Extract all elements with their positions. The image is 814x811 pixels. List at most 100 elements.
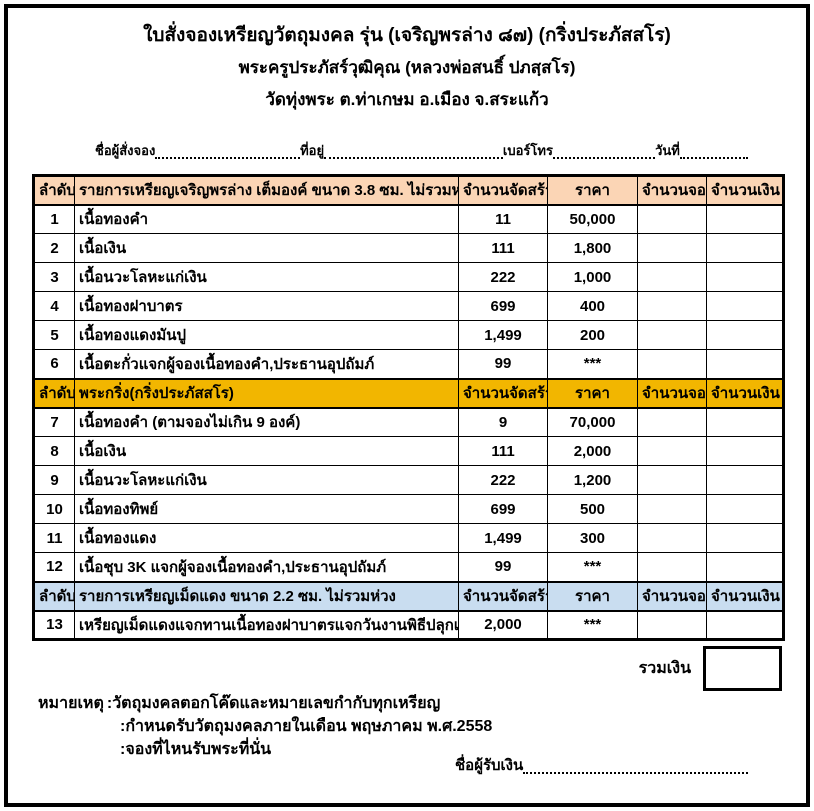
monk-name: พระครูประภัสร์วุฒิคุณ (หลวงพ่อสนธิ์ ปภสฺ…: [238, 58, 576, 77]
amount-cell: [706, 291, 784, 321]
reserve-qty-cell: [637, 610, 707, 640]
col-no-header: ลำดับ: [33, 377, 75, 409]
order-table: ลำดับ รายการเหรียญเจริญพรล่าง เต็มองค์ ข…: [32, 174, 785, 641]
item-name: เนื้อทองแดง: [74, 523, 459, 553]
reserve-qty-cell: [637, 523, 707, 553]
phone-label: เบอร์โทร: [502, 143, 553, 158]
table-row: 9 เนื้อนวะโลหะแก่เงิน 222 1,200: [33, 465, 784, 495]
col-amount-header: จำนวนเงิน: [706, 174, 784, 206]
made-qty: 2,000: [458, 610, 548, 640]
row-no: 8: [33, 436, 75, 466]
total-amount-box: [703, 646, 782, 691]
made-qty: 699: [458, 291, 548, 321]
row-no: 3: [33, 262, 75, 292]
made-qty: 99: [458, 349, 548, 379]
item-name: เนื้อทองฝาบาตร: [74, 291, 459, 321]
item-name: เนื้อทองแดงมันปู: [74, 320, 459, 350]
amount-cell: [706, 320, 784, 350]
form-title: ใบสั่งจองเหรียญวัตถุมงคล รุ่น (เจริญพรล่…: [143, 25, 671, 46]
reserve-qty-cell: [637, 494, 707, 524]
reserve-qty-cell: [637, 233, 707, 263]
receiver-name-blank: [523, 760, 748, 774]
col-reserved-header: จำนวนจอง: [637, 580, 707, 612]
reserve-qty-cell: [637, 552, 707, 582]
address-blank: [324, 145, 503, 159]
reserve-qty-cell: [637, 320, 707, 350]
made-qty: 111: [458, 233, 548, 263]
page-border: [4, 4, 810, 807]
price: ***: [547, 349, 638, 379]
price: 70,000: [547, 407, 638, 437]
item-name: เนื้อนวะโลหะแก่เงิน: [74, 465, 459, 495]
col-made-header: จำนวนจัดสร้าง: [458, 580, 548, 612]
item-name: เหรียญเม็ดแดงแจกทานเนื้อทองฝาบาตรแจกวันง…: [74, 610, 459, 640]
col-price-header: ราคา: [547, 377, 638, 409]
made-qty: 99: [458, 552, 548, 582]
reserve-qty-cell: [637, 291, 707, 321]
order-info-line: ชื่อผู้สั่งจอง ที่อยู่ เบอร์โทร วันที่: [95, 141, 749, 159]
total-row: รวมเงิน: [32, 646, 782, 691]
price: 1,000: [547, 262, 638, 292]
reserve-qty-cell: [637, 349, 707, 379]
price: 200: [547, 320, 638, 350]
price: 2,000: [547, 436, 638, 466]
price: 50,000: [547, 204, 638, 234]
col-made-header: จำนวนจัดสร้าง: [458, 174, 548, 206]
made-qty: 222: [458, 465, 548, 495]
col-price-header: ราคา: [547, 174, 638, 206]
date-blank: [679, 145, 749, 159]
row-no: 10: [33, 494, 75, 524]
item-name: เนื้อตะกั่วแจกผู้จองเนื้อทองคำ,ประธานอุป…: [74, 349, 459, 379]
table-row: 13 เหรียญเม็ดแดงแจกทานเนื้อทองฝาบาตรแจกว…: [33, 610, 784, 640]
col-amount-header: จำนวนเงิน: [706, 377, 784, 409]
table-row: 10 เนื้อทองทิพย์ 699 500: [33, 494, 784, 524]
total-label: รวมเงิน: [638, 660, 691, 677]
row-no: 4: [33, 291, 75, 321]
made-qty: 222: [458, 262, 548, 292]
amount-cell: [706, 494, 784, 524]
section2-header-row: ลำดับ พระกริ่ง(กริ่งประภัสสโร) จำนวนจัดส…: [33, 377, 784, 409]
orderer-name-label: ชื่อผู้สั่งจอง: [95, 143, 156, 158]
table-row: 12 เนื้อชุบ 3K แจกผู้จองเนื้อทองคำ,ประธา…: [33, 552, 784, 582]
col-made-header: จำนวนจัดสร้าง: [458, 377, 548, 409]
table-row: 11 เนื้อทองแดง 1,499 300: [33, 523, 784, 553]
note-line: :วัตถุมงคลตอกโค๊ดและหมายเลขกำกับทุกเหรีย…: [106, 695, 441, 712]
address-label: ที่อยู่: [300, 143, 325, 158]
date-label: วันที่: [655, 143, 680, 158]
amount-cell: [706, 552, 784, 582]
made-qty: 1,499: [458, 523, 548, 553]
amount-cell: [706, 523, 784, 553]
price: 1,200: [547, 465, 638, 495]
amount-cell: [706, 233, 784, 263]
col-no-header: ลำดับ: [33, 174, 75, 206]
item-name: เนื้อเงิน: [74, 436, 459, 466]
table-row: 8 เนื้อเงิน 111 2,000: [33, 436, 784, 466]
made-qty: 699: [458, 494, 548, 524]
notes-label: หมายเหตุ: [38, 695, 104, 712]
row-no: 6: [33, 349, 75, 379]
section1-title: รายการเหรียญเจริญพรล่าง เต็มองค์ ขนาด 3.…: [74, 174, 459, 206]
receiver-signature-line: ชื่อผู้รับเงิน: [455, 756, 748, 774]
item-name: เนื้อเงิน: [74, 233, 459, 263]
item-name: เนื้อทองคำ (ตามจองไม่เกิน 9 องค์): [74, 407, 459, 437]
receiver-name-label: ชื่อผู้รับเงิน: [455, 757, 524, 774]
made-qty: 11: [458, 204, 548, 234]
note-line: :จองที่ไหนรับพระที่นั่น: [120, 741, 272, 758]
amount-cell: [706, 436, 784, 466]
amount-cell: [706, 465, 784, 495]
table-row: 2 เนื้อเงิน 111 1,800: [33, 233, 784, 263]
price: ***: [547, 552, 638, 582]
section3-header-row: ลำดับ รายการเหรียญเม็ดแดง ขนาด 2.2 ซม. ไ…: [33, 580, 784, 612]
col-reserved-header: จำนวนจอง: [637, 377, 707, 409]
price: 400: [547, 291, 638, 321]
amount-cell: [706, 262, 784, 292]
orderer-name-blank: [155, 145, 301, 159]
item-name: เนื้อชุบ 3K แจกผู้จองเนื้อทองคำ,ประธานอุ…: [74, 552, 459, 582]
amount-cell: [706, 407, 784, 437]
phone-blank: [552, 145, 656, 159]
amount-cell: [706, 349, 784, 379]
row-no: 13: [33, 610, 75, 640]
made-qty: 111: [458, 436, 548, 466]
note-line: :กำหนดรับวัตถุมงคลภายในเดือน พฤษภาคม พ.ศ…: [120, 718, 493, 735]
col-no-header: ลำดับ: [33, 580, 75, 612]
